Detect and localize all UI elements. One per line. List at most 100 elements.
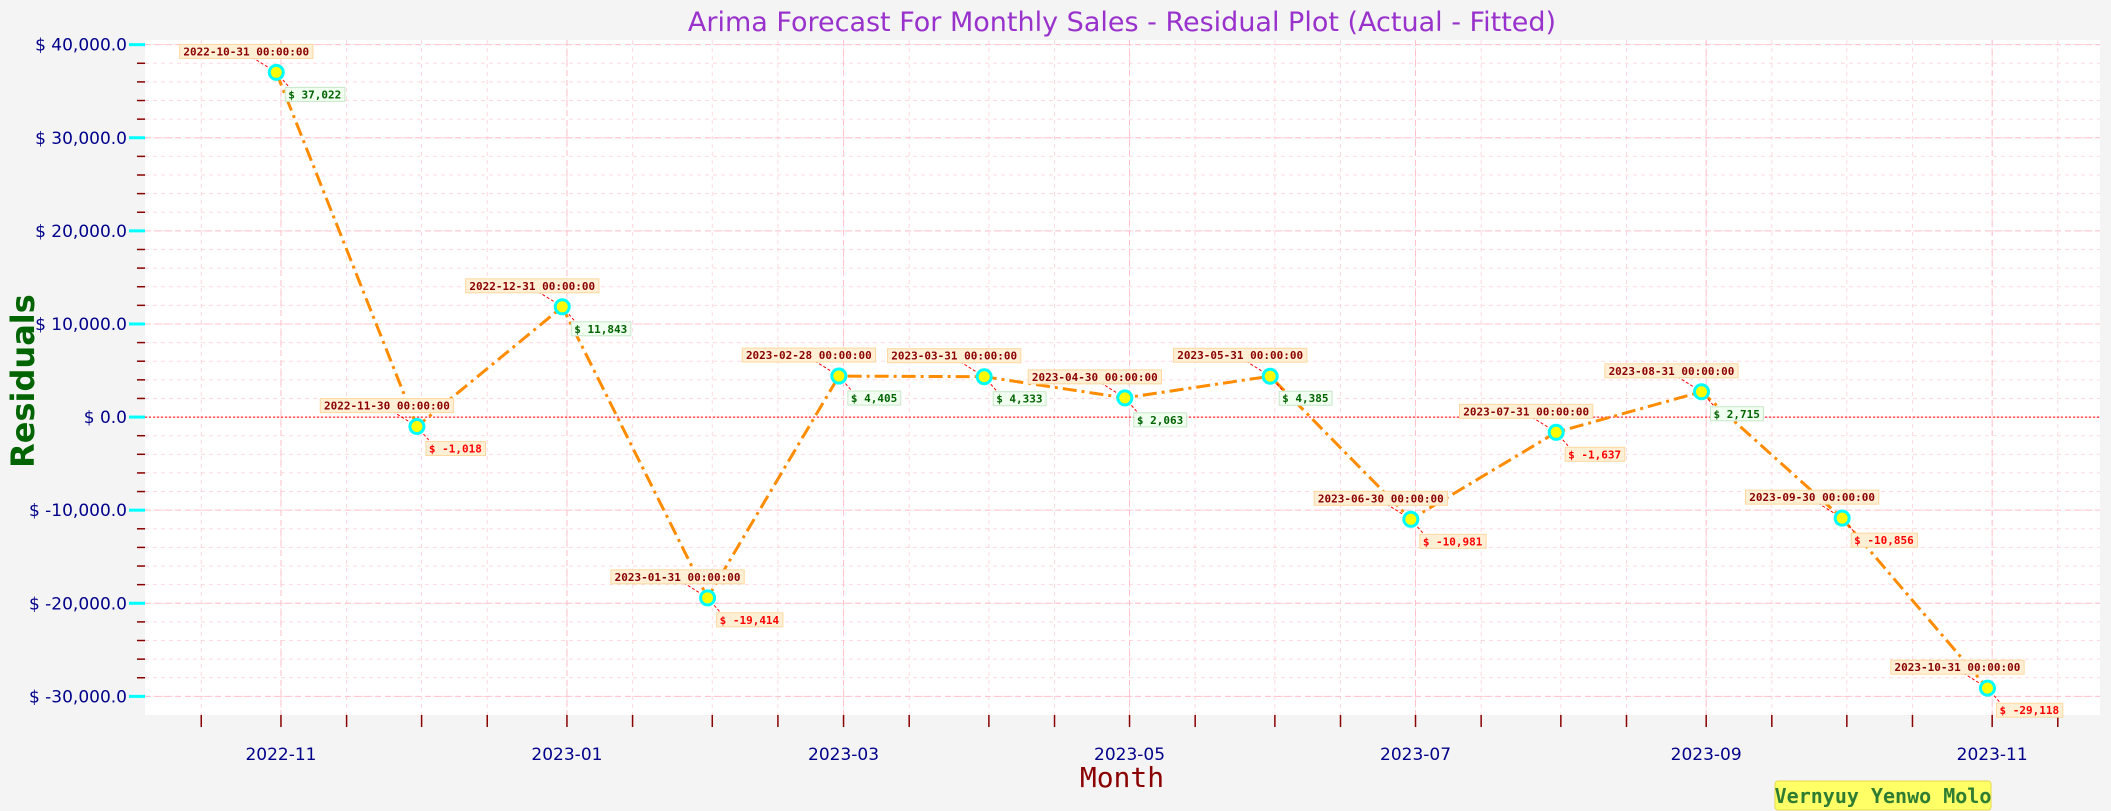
x-tick-label: 2023-11 xyxy=(1957,745,2028,765)
date-label: 2023-10-31 00:00:00 xyxy=(1895,661,2021,674)
x-axis: 2022-11 2023-01 2023-03 2023-05 2023-07 2023-… xyxy=(200,715,2059,765)
value-label-box xyxy=(1995,702,2064,718)
data-point xyxy=(408,418,426,436)
value-label: $ 4,385 xyxy=(1282,392,1328,405)
value-label-box xyxy=(1850,532,1918,548)
value-connector xyxy=(707,597,722,615)
date-label: 2023-03-31 00:00:00 xyxy=(891,350,1017,363)
date-label: 2023-04-30 00:00:00 xyxy=(1032,371,1158,384)
value-label: $ -1,637 xyxy=(1568,448,1621,461)
y-tick-label: $ 40,000.0 xyxy=(35,36,127,56)
value-label: $ 2,063 xyxy=(1137,414,1183,427)
y-tick-label: $ 0.0 xyxy=(84,408,127,428)
value-label-box xyxy=(570,321,632,337)
date-label-box xyxy=(741,347,877,363)
value-connector xyxy=(983,376,999,394)
value-connector xyxy=(1701,391,1716,409)
value-label-box xyxy=(847,390,902,406)
value-label-box xyxy=(1133,412,1188,428)
date-label-box xyxy=(1744,489,1880,505)
date-label-box xyxy=(1173,347,1308,363)
watermark-badge: Vernyuy Yenwo Molo xyxy=(1774,780,1992,811)
y-tick-label: $ -20,000.0 xyxy=(29,594,127,614)
date-label: 2023-01-31 00:00:00 xyxy=(615,571,741,584)
date-label-box xyxy=(610,569,745,585)
y-tick-label: $ 30,000.0 xyxy=(35,129,127,149)
value-label-box xyxy=(1419,533,1487,549)
value-label-box xyxy=(1564,446,1626,462)
data-point xyxy=(1692,383,1710,401)
value-label: $ -29,118 xyxy=(1999,704,2059,717)
data-point xyxy=(1261,367,1279,385)
y-axis: $ 40,000.0 $ 30,000.0 $ 20,000.0 $ 10,000.0… xyxy=(29,36,145,707)
date-label-box xyxy=(1459,403,1594,419)
value-connector xyxy=(1269,375,1285,393)
data-point xyxy=(830,367,848,385)
y-tick-label: $ 10,000.0 xyxy=(35,315,127,335)
value-label-box xyxy=(1278,390,1333,406)
date-label: 2023-02-28 00:00:00 xyxy=(746,349,872,362)
x-tick-label: 2023-05 xyxy=(1094,745,1165,765)
value-label-box xyxy=(992,391,1047,407)
value-connector xyxy=(1555,431,1571,449)
value-label: $ 2,715 xyxy=(1713,408,1759,421)
date-label: 2023-09-30 00:00:00 xyxy=(1749,491,1875,504)
value-label: $ -19,414 xyxy=(720,614,780,627)
value-label: $ -10,856 xyxy=(1854,534,1914,547)
date-label-box xyxy=(1890,659,2025,675)
value-label: $ -1,018 xyxy=(429,443,482,456)
data-point xyxy=(553,298,571,316)
date-label-box xyxy=(465,278,600,294)
x-tick-label: 2022-11 xyxy=(245,745,316,765)
value-label: $ 11,843 xyxy=(574,323,627,336)
date-label: 2022-12-31 00:00:00 xyxy=(469,280,595,293)
date-label: 2022-10-31 00:00:00 xyxy=(183,45,309,58)
x-tick-label: 2023-03 xyxy=(808,745,879,765)
data-point xyxy=(267,63,285,81)
data-point xyxy=(1116,389,1134,407)
chart-title: Arima Forecast For Monthly Sales - Resid… xyxy=(688,7,1556,38)
data-point xyxy=(1402,510,1420,528)
date-label-box xyxy=(179,43,314,59)
data-point xyxy=(1547,423,1565,441)
watermark-text: Vernyuy Yenwo Molo xyxy=(1775,784,1992,808)
date-label-box xyxy=(319,398,455,414)
date-label-box xyxy=(1027,369,1162,385)
date-label: 2023-06-30 00:00:00 xyxy=(1318,492,1444,505)
value-connector xyxy=(275,72,291,89)
value-connector xyxy=(416,426,432,443)
y-tick-label: $ -10,000.0 xyxy=(29,501,127,521)
date-label-box xyxy=(887,348,1022,364)
value-label-box xyxy=(716,612,784,628)
value-label: $ -10,981 xyxy=(1423,535,1483,548)
y-axis-label: Residuals xyxy=(4,294,42,468)
date-label-box xyxy=(1313,490,1448,506)
data-points xyxy=(267,63,1996,697)
value-connector xyxy=(1124,397,1140,415)
y-tick-label: $ 20,000.0 xyxy=(35,222,127,242)
data-point xyxy=(1833,509,1851,527)
value-label-box xyxy=(284,86,346,102)
date-label-box xyxy=(1604,363,1739,379)
value-label-box xyxy=(425,441,487,457)
date-label: 2022-11-30 00:00:00 xyxy=(324,400,450,413)
value-connector xyxy=(561,306,577,324)
value-connector xyxy=(1987,687,2002,705)
value-label: $ 4,405 xyxy=(851,392,897,405)
value-label: $ 37,022 xyxy=(288,88,341,101)
data-point xyxy=(1978,679,1996,697)
x-axis-label: Month xyxy=(1080,761,1164,794)
data-point xyxy=(699,589,717,607)
x-tick-label: 2023-09 xyxy=(1671,745,1742,765)
value-label-box xyxy=(1709,406,1764,422)
y-tick-label: $ -30,000.0 xyxy=(29,687,127,707)
point-annotations: 2022-10-31 00:00:00 $ 37,022 2022-11-30 00… xyxy=(179,43,2064,718)
date-label: 2023-08-31 00:00:00 xyxy=(1609,365,1735,378)
x-tick-label: 2023-07 xyxy=(1380,745,1451,765)
data-point xyxy=(975,368,993,386)
x-tick-label: 2023-01 xyxy=(531,745,602,765)
value-connector xyxy=(838,375,854,393)
value-connector xyxy=(1841,517,1857,535)
value-label: $ 4,333 xyxy=(996,393,1042,406)
